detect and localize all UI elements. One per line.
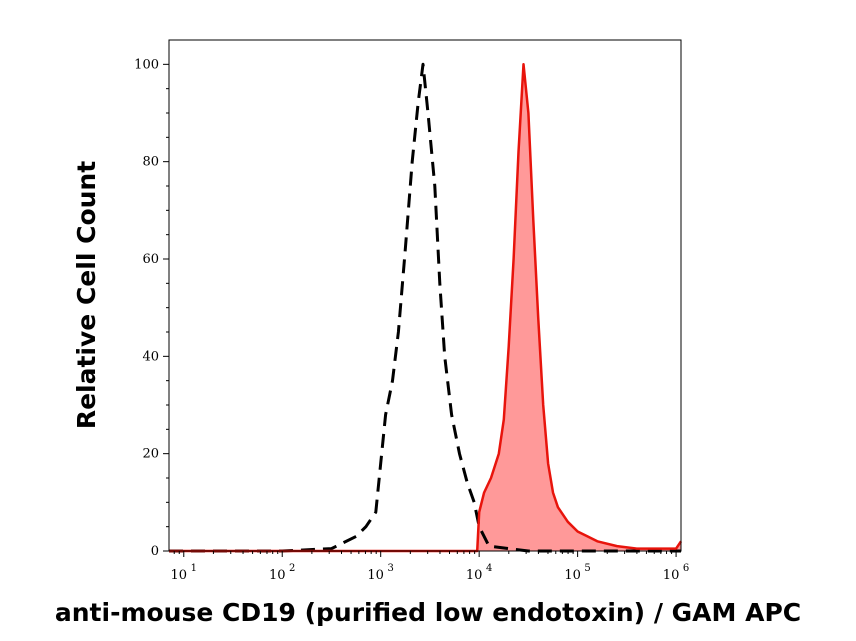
y-tick-label: 40 — [142, 349, 159, 364]
y-tick-label: 80 — [142, 155, 159, 170]
x-tick-label: 10 — [564, 568, 581, 583]
y-axis-title: Relative Cell Count — [72, 161, 101, 429]
x-tick-label: 10 — [466, 568, 483, 583]
y-tick-label: 100 — [134, 57, 159, 72]
x-tick-exponent: 4 — [486, 563, 492, 574]
series-line-1 — [169, 63, 683, 553]
x-tick-label: 10 — [663, 568, 680, 583]
plot-frame — [168, 39, 682, 552]
x-tick-label: 10 — [269, 568, 286, 583]
series-line-0 — [169, 62, 681, 553]
y-tick-label: 0 — [151, 544, 159, 559]
x-axis-title: anti-mouse CD19 (purified low endotoxin)… — [55, 598, 801, 627]
y-tick-label: 60 — [142, 252, 159, 267]
y-tick-label: 20 — [142, 447, 159, 462]
x-tick-exponent: 3 — [388, 563, 394, 574]
x-tick-label: 10 — [367, 568, 384, 583]
x-tick-exponent: 1 — [191, 563, 197, 574]
x-tick-exponent: 2 — [289, 563, 295, 574]
series-area-1 — [169, 64, 681, 552]
x-tick-label: 10 — [170, 568, 187, 583]
x-tick-exponent: 5 — [584, 563, 590, 574]
x-tick-exponent: 6 — [683, 563, 689, 574]
